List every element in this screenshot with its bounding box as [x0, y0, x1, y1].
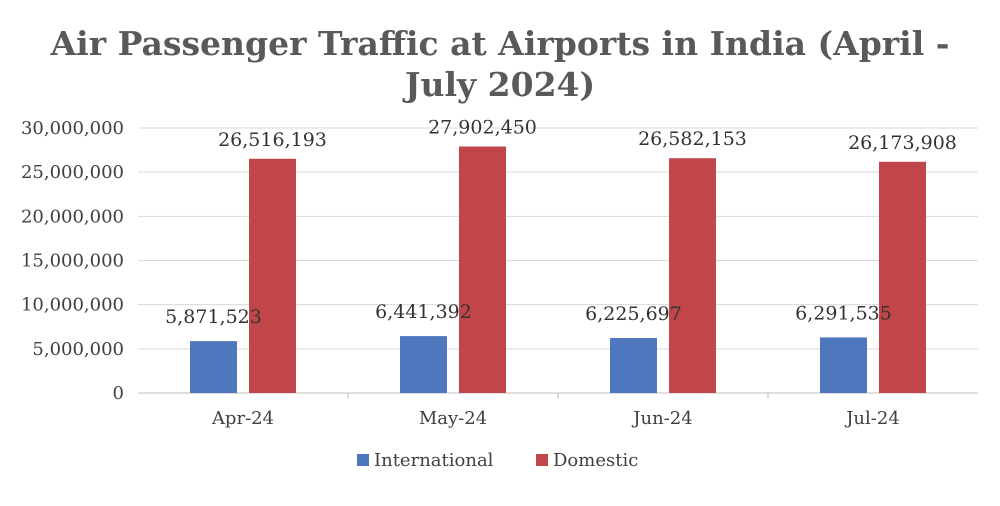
- data-labels: 5,871,523 26,516,193 6,441,392 27,902,450 6,…: [165, 117, 957, 329]
- y-axis-tick-labels: 0 5,000,000 10,000,000 15,000,000 20,000,000…: [21, 118, 124, 404]
- data-label: 6,225,697: [585, 303, 682, 325]
- bars: [190, 146, 926, 393]
- y-tick-label: 15,000,000: [21, 251, 124, 272]
- y-tick-label: 5,000,000: [32, 339, 124, 360]
- legend-swatch-domestic: [536, 454, 548, 466]
- bar-international-jun-24: [610, 338, 657, 393]
- legend-label: International: [374, 450, 494, 471]
- y-tick-label: 10,000,000: [21, 295, 124, 316]
- data-label: 6,291,535: [795, 302, 892, 324]
- bar-domestic-jun-24: [669, 158, 716, 393]
- bar-international-apr-24: [190, 341, 237, 393]
- x-tick-label: Apr-24: [211, 408, 274, 429]
- x-tick-label: Jul-24: [844, 408, 900, 429]
- x-axis-tick-labels: Apr-24 May-24 Jun-24 Jul-24: [211, 408, 900, 429]
- chart-title: Air Passenger Traffic at Airports in Ind…: [50, 24, 950, 104]
- bar-domestic-jul-24: [879, 161, 926, 393]
- bar-international-jul-24: [820, 337, 867, 393]
- legend-swatch-international: [357, 454, 369, 466]
- chart-title-line-1: Air Passenger Traffic at Airports in Ind…: [50, 24, 950, 63]
- legend: International Domestic: [357, 450, 638, 471]
- data-label: 26,582,153: [638, 128, 747, 150]
- bar-domestic-apr-24: [249, 158, 296, 393]
- y-tick-label: 30,000,000: [21, 118, 124, 139]
- chart-title-line-2: July 2024): [402, 65, 595, 104]
- y-tick-label: 25,000,000: [21, 162, 124, 183]
- y-tick-label: 0: [113, 383, 124, 404]
- data-label: 26,173,908: [848, 132, 957, 154]
- x-tick-label: Jun-24: [631, 408, 692, 429]
- x-tick-label: May-24: [419, 408, 487, 429]
- data-label: 6,441,392: [375, 301, 472, 323]
- y-tick-label: 20,000,000: [21, 206, 124, 227]
- data-label: 27,902,450: [428, 117, 537, 139]
- bar-domestic-may-24: [459, 146, 506, 393]
- data-label: 26,516,193: [218, 129, 327, 151]
- legend-label: Domestic: [553, 450, 638, 471]
- bar-international-may-24: [400, 336, 447, 393]
- data-label: 5,871,523: [165, 306, 262, 328]
